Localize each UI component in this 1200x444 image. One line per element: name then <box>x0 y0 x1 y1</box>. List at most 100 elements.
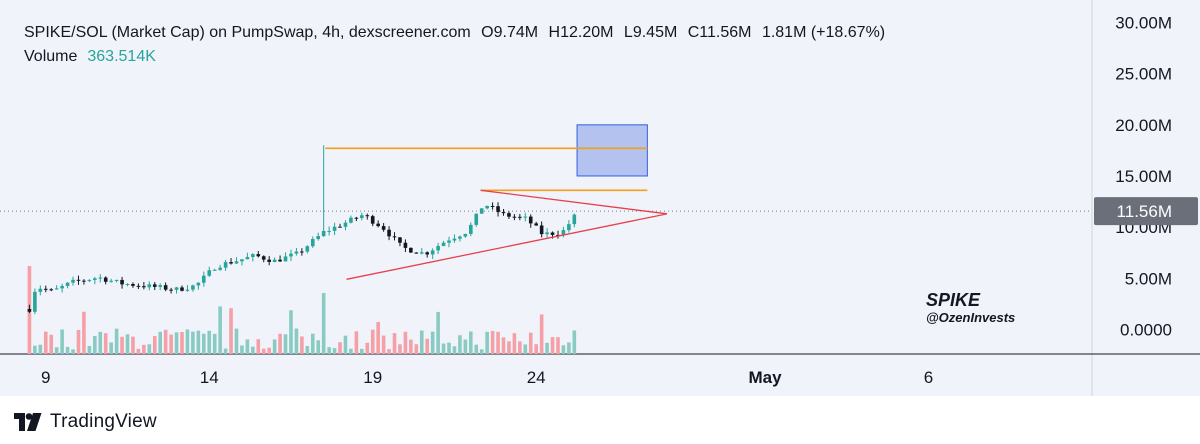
candle-body <box>414 252 419 254</box>
volume-bar <box>131 336 135 354</box>
x-tick-label: 19 <box>363 368 382 387</box>
x-tick-label: 24 <box>527 368 546 387</box>
candle-body <box>534 223 538 226</box>
volume-bar <box>545 342 549 354</box>
volume-bar <box>310 333 315 354</box>
volume-bar <box>458 335 462 354</box>
chart-panel[interactable] <box>0 0 1200 396</box>
volume-bar <box>370 329 375 354</box>
volume-bar <box>398 344 402 354</box>
volume-bar <box>185 329 190 354</box>
candle-body <box>469 224 473 234</box>
volume-bar <box>381 335 386 354</box>
volume-bar <box>425 338 430 354</box>
legend-row-ohlc: SPIKE/SOL (Market Cap) on PumpSwap, 4h, … <box>24 24 885 42</box>
candle-body <box>169 289 173 291</box>
candles <box>27 145 577 315</box>
candle-body <box>27 308 32 312</box>
candle-body <box>381 226 386 230</box>
candlestick-chart[interactable]: 0.00005.00M10.00M15.00M20.00M25.00M30.00… <box>0 0 1200 396</box>
volume-bar <box>479 349 484 354</box>
volume-bar <box>300 336 304 354</box>
legend-close: C11.56M <box>687 24 752 41</box>
x-tick-label: 14 <box>200 368 219 387</box>
last-price-tag <box>1094 197 1198 226</box>
candle-body <box>158 285 163 287</box>
legend-volume-value: 363.514K <box>87 48 156 65</box>
candle-body <box>343 222 348 227</box>
candle-body <box>76 279 81 281</box>
candle-body <box>114 279 119 281</box>
volume-bar <box>452 346 457 354</box>
volume-bar <box>147 344 152 354</box>
candle-body <box>174 287 179 290</box>
legend-volume-label: Volume <box>24 48 78 65</box>
volume-bar <box>212 333 217 354</box>
candle-body <box>125 284 130 286</box>
candle-body <box>272 259 277 262</box>
volume-bar <box>272 339 277 354</box>
candle-body <box>120 279 124 285</box>
volume-bar <box>485 331 489 354</box>
candle-body <box>60 285 64 289</box>
volume-bar <box>490 330 495 354</box>
candle-body <box>523 216 528 218</box>
candle-body <box>398 237 402 243</box>
volume-bar <box>114 328 119 354</box>
candle-body <box>218 267 222 270</box>
candle-body <box>376 223 380 227</box>
candle-body <box>430 250 435 255</box>
candle-body <box>463 233 468 237</box>
candle-body <box>447 240 451 243</box>
candle-body <box>131 284 135 286</box>
volume-bar <box>267 347 271 354</box>
volume-bar <box>349 348 353 354</box>
triangle-lower-line <box>346 213 668 280</box>
volume-bar <box>71 349 75 354</box>
volume-bar <box>33 345 37 354</box>
candle-body <box>49 289 54 291</box>
volume-bar <box>76 329 81 354</box>
candle-body <box>403 242 408 248</box>
last-price-label: 11.56M <box>1117 202 1172 221</box>
candle-body <box>310 239 315 247</box>
candle-body <box>528 216 533 224</box>
candle-body <box>33 291 37 312</box>
candle-body <box>87 279 92 281</box>
candle-body <box>212 269 217 271</box>
candle-body <box>305 246 310 252</box>
volume-bar <box>218 306 222 354</box>
volume-bar <box>294 328 299 354</box>
volume-bar <box>283 334 288 354</box>
volume-bar <box>376 322 380 354</box>
legend-open: O9.74M <box>481 24 539 41</box>
candle-body <box>327 230 331 232</box>
volume-bar <box>534 344 538 354</box>
candle-body <box>518 216 522 218</box>
volume-bar <box>387 349 391 354</box>
candle-body <box>425 252 430 255</box>
candle-body <box>136 285 141 287</box>
volume-bar <box>174 332 179 354</box>
volume-bar <box>365 342 370 354</box>
volume-bar <box>256 339 261 354</box>
candle-body <box>54 288 59 290</box>
volume-bar <box>229 308 233 354</box>
triangle-upper-line <box>480 189 668 215</box>
candle-body <box>561 230 566 235</box>
candle-body <box>229 262 233 264</box>
candle-body <box>512 216 517 218</box>
candle-body <box>539 225 544 235</box>
candle-body <box>207 270 212 276</box>
volume-bar <box>474 344 479 354</box>
candle-body <box>321 230 326 237</box>
candle-body <box>38 288 43 292</box>
volume-bar <box>436 311 440 354</box>
volume-bar <box>191 331 195 354</box>
candle-body <box>419 252 424 254</box>
candle-body <box>261 256 266 260</box>
volume-bar <box>360 348 364 354</box>
candle-body <box>441 242 446 246</box>
volume-bar <box>158 331 163 354</box>
candle-body <box>245 256 250 260</box>
